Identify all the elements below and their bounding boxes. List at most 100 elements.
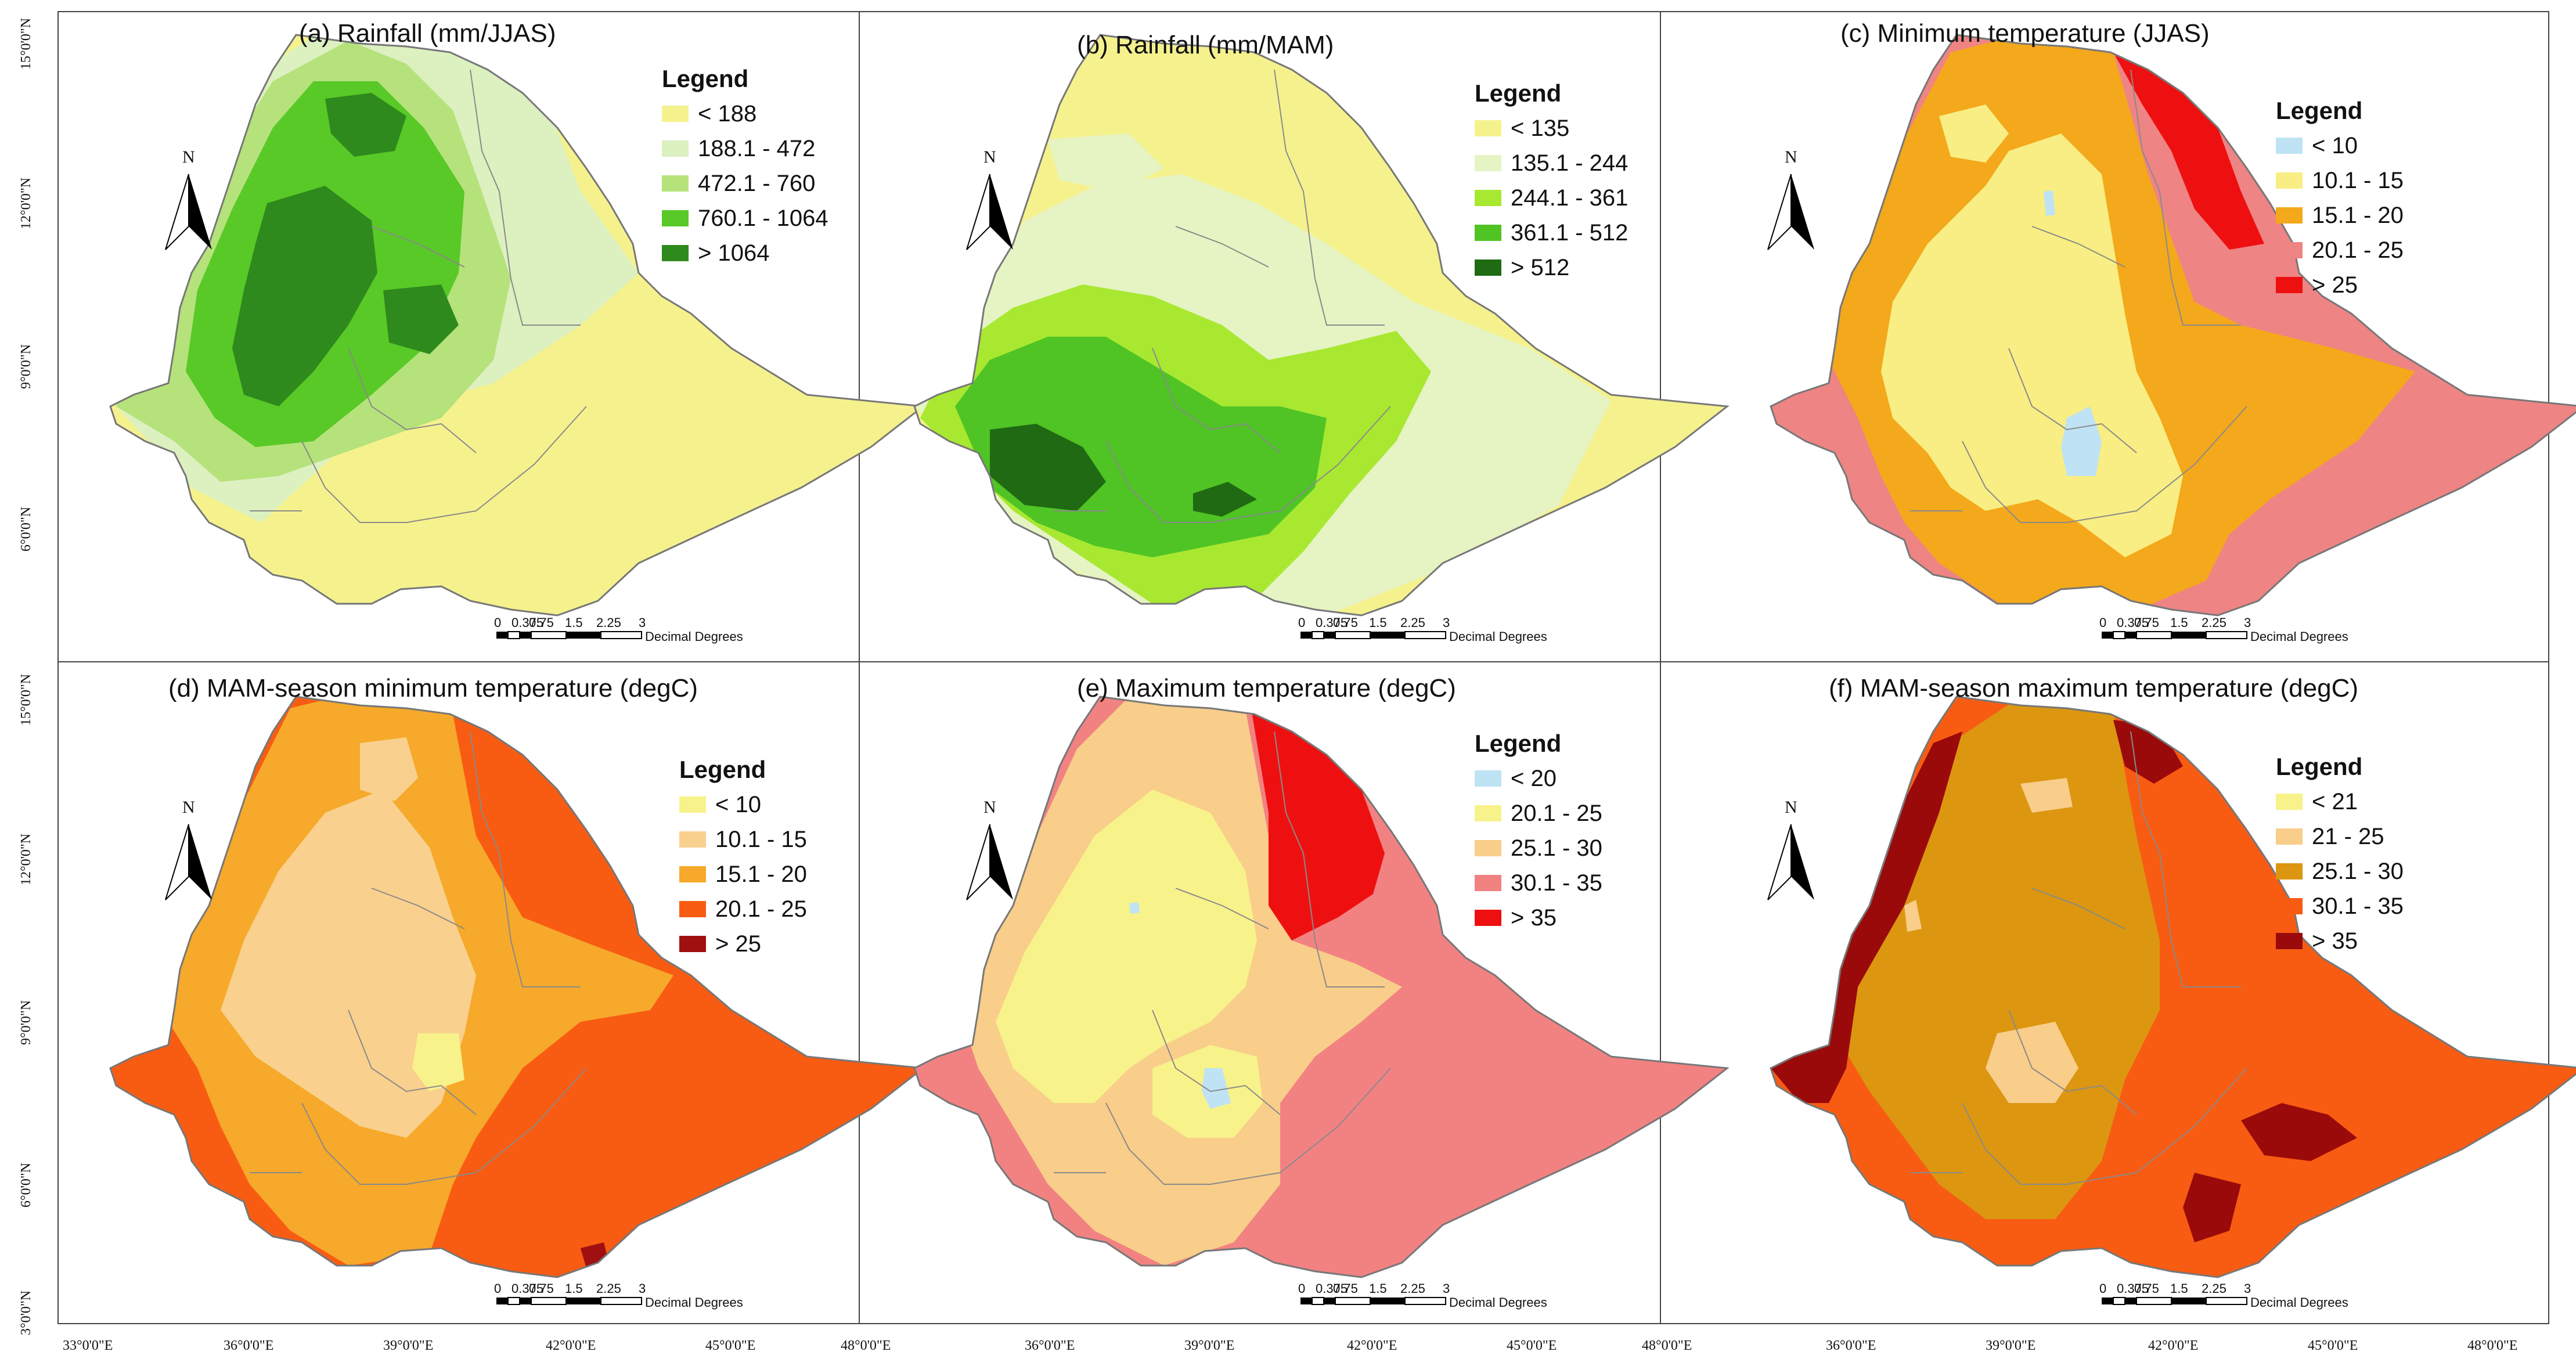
legend-item: > 35 <box>2276 928 2358 954</box>
map-a-class-5-east <box>383 284 459 354</box>
legend-item: < 135 <box>1475 116 1569 141</box>
legend-label: > 25 <box>2312 272 2358 298</box>
legend-item: 472.1 - 760 <box>662 171 815 196</box>
legend-swatch <box>1475 225 1501 241</box>
x-tick-label: 48°0'0"E <box>2467 1338 2517 1353</box>
legend-label: 15.1 - 20 <box>2312 203 2404 228</box>
legend-item: < 10 <box>679 792 761 817</box>
legend-label: 21 - 25 <box>2312 824 2384 849</box>
north-label: N <box>182 798 195 817</box>
legend-label: 20.1 - 25 <box>2312 237 2404 263</box>
legend-b: Legend < 135 135.1 - 244 244.1 - 361 361… <box>1475 80 1628 280</box>
north-arrow-d: N <box>165 798 212 900</box>
legend-swatch <box>1475 840 1501 856</box>
y-tick-label: 12°0'0"N <box>19 834 34 885</box>
legend-item: 188.1 - 472 <box>662 136 815 161</box>
map-f-admin-lines <box>1910 731 2247 1185</box>
svg-text:0.75: 0.75 <box>529 1281 554 1296</box>
map-a-rainfall-jjas <box>109 34 924 617</box>
legend-swatch <box>679 796 706 813</box>
x-tick-label: 48°0'0"E <box>841 1338 891 1353</box>
map-d-class-1 <box>412 1033 464 1091</box>
legend-label: > 35 <box>1511 905 1557 931</box>
legend-swatch <box>1475 875 1501 891</box>
legend-item: < 21 <box>2276 789 2358 814</box>
svg-text:0.75: 0.75 <box>1333 615 1358 630</box>
legend-item: 21 - 25 <box>2276 824 2384 849</box>
north-arrow-f: N <box>1767 798 1814 900</box>
legend-swatch <box>2276 242 2303 258</box>
svg-text:0.375: 0.375 <box>1316 615 1348 630</box>
y-axis: 15°0'0"N 12°0'0"N 9°0'0"N 6°0'0"N 15°0'0… <box>19 12 59 1335</box>
y-tick-label: 15°0'0"N <box>19 18 34 70</box>
svg-text:3: 3 <box>639 1281 646 1296</box>
legend-swatch <box>662 245 689 261</box>
svg-text:1.5: 1.5 <box>1369 1281 1387 1296</box>
map-d-admin-lines <box>250 731 587 1185</box>
legend-item: 361.1 - 512 <box>1475 220 1628 246</box>
legend-d: Legend < 10 10.1 - 15 15.1 - 20 20.1 - 2… <box>679 756 807 957</box>
legend-label: 10.1 - 15 <box>2312 168 2404 193</box>
legend-label: 10.1 - 15 <box>715 827 807 852</box>
legend-swatch <box>2276 863 2303 880</box>
legend-swatch <box>679 901 706 917</box>
x-tick-label: 42°0'0"E <box>2148 1338 2198 1353</box>
svg-text:1.5: 1.5 <box>565 1281 583 1296</box>
map-e-class-1-a <box>1202 1068 1231 1109</box>
legend-swatch <box>1475 805 1501 821</box>
legend-item: 10.1 - 15 <box>679 827 807 852</box>
legend-item: 30.1 - 35 <box>2276 893 2404 919</box>
map-f-class-2-a <box>1986 1022 2078 1103</box>
map-a-class-5-central <box>232 186 377 406</box>
legend-item: < 20 <box>1475 766 1557 791</box>
map-c-class-2 <box>1881 134 2183 557</box>
legend-swatch <box>2276 277 2303 293</box>
x-tick-label: 36°0'0"E <box>224 1338 273 1353</box>
map-title-b: (b) Rainfall (mm/MAM) <box>1077 31 1334 59</box>
legend-swatch <box>679 866 706 882</box>
north-arrow-e: N <box>966 798 1013 900</box>
map-c-class-2-north <box>1939 104 2009 163</box>
legend-swatch <box>662 210 689 226</box>
legend-item: 25.1 - 30 <box>2276 859 2404 884</box>
legend-item: 30.1 - 35 <box>1475 870 1602 896</box>
legend-label: < 20 <box>1511 766 1557 791</box>
svg-text:0: 0 <box>2099 615 2106 630</box>
legend-label: < 135 <box>1511 116 1569 141</box>
legend-swatch <box>679 936 706 952</box>
x-tick-label: 39°0'0"E <box>1184 1338 1234 1353</box>
svg-text:0: 0 <box>1298 1281 1305 1296</box>
y-tick-label: 9°0'0"N <box>19 1000 34 1045</box>
x-tick-label: 45°0'0"E <box>2308 1338 2358 1353</box>
x-tick-label: 48°0'0"E <box>1642 1338 1692 1353</box>
map-c-min-temp-jjas <box>1770 34 2576 617</box>
map-d-mam-min-temp <box>109 695 924 1278</box>
svg-text:1.5: 1.5 <box>565 615 583 630</box>
legend-swatch <box>1475 120 1501 136</box>
svg-text:Decimal Degrees: Decimal Degrees <box>1449 1295 1547 1310</box>
svg-text:0.75: 0.75 <box>2134 1281 2159 1296</box>
svg-text:Decimal Degrees: Decimal Degrees <box>1449 629 1547 644</box>
legend-label: 15.1 - 20 <box>715 862 807 887</box>
svg-text:3: 3 <box>2244 1281 2251 1296</box>
legend-label: > 35 <box>2312 928 2358 954</box>
legend-label: > 512 <box>1511 255 1569 280</box>
legend-item: > 25 <box>679 931 761 957</box>
north-label: N <box>983 147 996 167</box>
legend-swatch <box>1475 190 1501 206</box>
map-f-class-2-c <box>1904 900 1922 932</box>
svg-text:0.375: 0.375 <box>1316 1281 1348 1296</box>
legend-title: Legend <box>1475 80 1561 107</box>
svg-text:Decimal Degrees: Decimal Degrees <box>2250 629 2348 644</box>
x-tick-label: 45°0'0"E <box>1507 1338 1557 1353</box>
map-b-class-2-north <box>1048 134 1164 192</box>
x-axis: 33°0'0"E 36°0'0"E 39°0'0"E 42°0'0"E 45°0… <box>58 1323 2549 1353</box>
y-tick-label: 15°0'0"N <box>19 674 34 726</box>
map-title-d: (d) MAM-season minimum temperature (degC… <box>168 674 698 702</box>
legend-label: 30.1 - 35 <box>2312 893 2404 919</box>
legend-swatch <box>679 831 706 848</box>
svg-text:2.25: 2.25 <box>596 1281 621 1296</box>
svg-text:0.375: 0.375 <box>511 1281 543 1296</box>
legend-label: < 10 <box>2312 133 2358 158</box>
